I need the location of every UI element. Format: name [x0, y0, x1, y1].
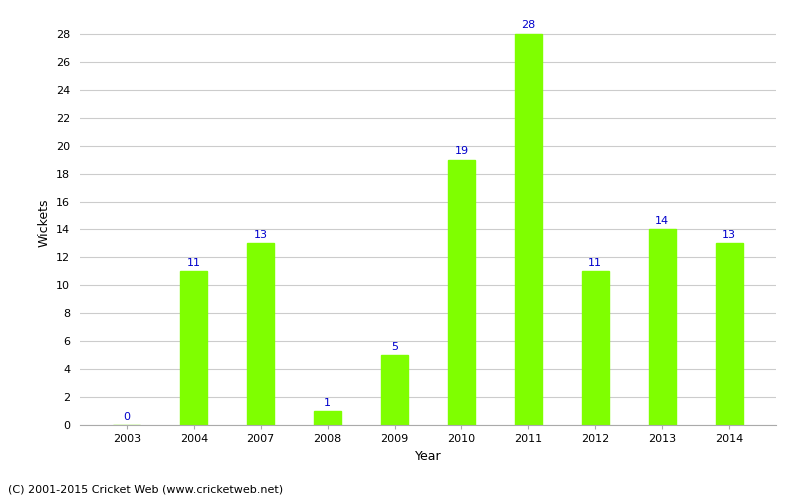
Bar: [180, 272, 207, 425]
Bar: [381, 355, 408, 425]
Bar: [515, 34, 542, 425]
Bar: [247, 244, 274, 425]
Bar: [649, 230, 676, 425]
Text: 19: 19: [454, 146, 469, 156]
Text: 14: 14: [655, 216, 670, 226]
Bar: [582, 272, 609, 425]
Text: 28: 28: [522, 20, 535, 30]
Text: (C) 2001-2015 Cricket Web (www.cricketweb.net): (C) 2001-2015 Cricket Web (www.cricketwe…: [8, 485, 283, 495]
Text: 5: 5: [391, 342, 398, 351]
Text: 13: 13: [254, 230, 268, 240]
X-axis label: Year: Year: [414, 450, 442, 462]
Text: 1: 1: [324, 398, 331, 407]
Bar: [448, 160, 475, 425]
Text: 0: 0: [123, 412, 130, 422]
Bar: [716, 244, 742, 425]
Text: 11: 11: [186, 258, 201, 268]
Bar: [314, 411, 341, 425]
Text: 11: 11: [588, 258, 602, 268]
Text: 13: 13: [722, 230, 736, 240]
Y-axis label: Wickets: Wickets: [38, 198, 50, 246]
